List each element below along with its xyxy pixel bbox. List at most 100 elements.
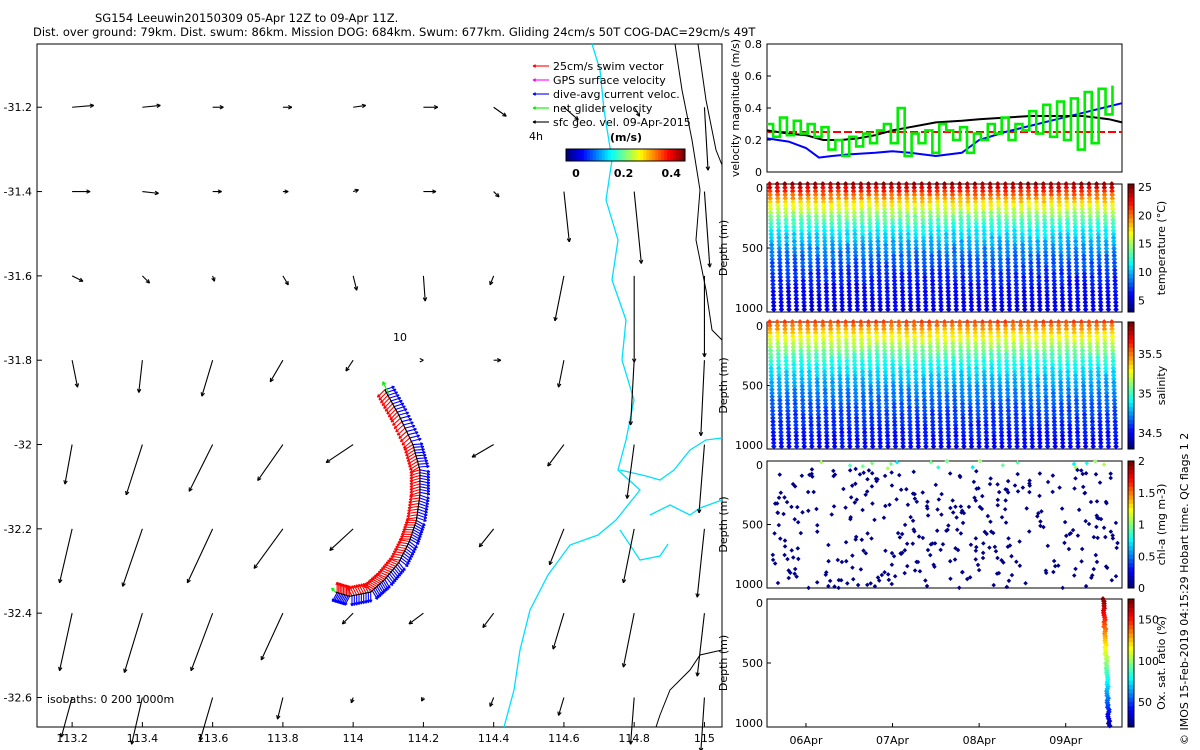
geo-velocity-arrow xyxy=(190,612,214,672)
colorbar-swatch xyxy=(1128,299,1134,304)
geo-velocity-arrow xyxy=(421,697,426,702)
colorbar-frame xyxy=(565,148,686,162)
temperature-marker xyxy=(768,234,775,241)
swim-arrow xyxy=(409,474,421,480)
temperature-marker xyxy=(793,299,800,306)
temperature-marker xyxy=(824,306,830,313)
temperature-marker xyxy=(807,256,813,263)
temperature-profile-markers xyxy=(766,181,1119,313)
temperature-marker xyxy=(821,217,827,223)
temperature-marker xyxy=(785,274,791,281)
temperature-marker xyxy=(784,249,790,255)
dac-arrow xyxy=(414,524,425,531)
dac-arrow xyxy=(390,396,402,402)
geo-velocity-arrow xyxy=(557,697,565,716)
temperature-marker xyxy=(838,267,844,273)
chl-a-axes-box xyxy=(766,460,1123,589)
legend-arrow-1 xyxy=(532,78,549,82)
temperature-marker xyxy=(829,234,836,241)
swim-arrow xyxy=(388,557,400,564)
dac-arrow xyxy=(416,514,428,520)
geo-velocity-arrow xyxy=(621,613,635,668)
swim-arrow xyxy=(403,525,415,529)
colorbar-swatch xyxy=(1128,554,1134,559)
temperature-marker xyxy=(793,288,799,295)
temperature-ytick-label: 0 xyxy=(756,182,763,195)
temperature-marker xyxy=(783,234,790,241)
temperature-marker xyxy=(789,181,796,187)
temperature-marker xyxy=(805,195,811,202)
temperature-marker xyxy=(845,249,851,255)
temperature-marker xyxy=(800,274,806,281)
temperature-marker xyxy=(831,303,838,309)
geo-velocity-arrow xyxy=(123,613,143,673)
temperature-marker xyxy=(823,277,829,284)
colorbar-swatch xyxy=(1128,566,1134,572)
dac-arrow xyxy=(387,575,395,585)
geo-velocity-arrow xyxy=(548,528,565,566)
colorbar-swatch xyxy=(1128,658,1134,664)
temperature-marker xyxy=(844,220,850,227)
swim-arrow xyxy=(402,527,414,532)
temperature-marker xyxy=(766,184,773,191)
colorbar-swatch xyxy=(1128,663,1134,668)
temperature-marker xyxy=(823,292,830,298)
colorbar-swatch xyxy=(1128,427,1134,433)
temperature-marker xyxy=(798,224,805,230)
temperature-marker xyxy=(847,306,853,313)
dac-arrow xyxy=(419,474,431,479)
geo-velocity-arrow xyxy=(136,360,143,393)
temperature-marker xyxy=(828,209,835,216)
temperature-marker xyxy=(814,249,821,255)
figure-title-line1: SG154 Leeuwin20150309 05-Apr 12Z to 09-A… xyxy=(95,11,399,25)
geo-velocity-arrow xyxy=(695,613,705,677)
time-xtick-label: 08Apr xyxy=(963,734,997,747)
colorbar-swatch xyxy=(1128,469,1134,475)
temperature-marker xyxy=(776,252,783,259)
temperature-marker xyxy=(830,281,837,288)
colorbar-swatch xyxy=(1128,338,1134,344)
colorbar-swatch xyxy=(1128,355,1134,361)
dac-arrow xyxy=(406,427,417,432)
salinity-cbar-tick-label: 34.5 xyxy=(1138,427,1163,440)
dac-arrow xyxy=(412,442,424,446)
dac-arrow xyxy=(407,543,417,551)
colorbar-swatch xyxy=(592,149,597,161)
dac-arrow xyxy=(403,552,413,561)
colorbar-swatch xyxy=(631,149,635,161)
temperature-marker xyxy=(830,267,837,273)
colorbar-swatch xyxy=(658,149,662,161)
geo-velocity-arrow xyxy=(478,528,495,548)
temperature-marker xyxy=(850,181,857,187)
swim-arrow xyxy=(391,552,403,557)
temperature-marker xyxy=(829,231,835,238)
geo-velocity-arrow xyxy=(547,444,565,467)
swim-arrow xyxy=(400,534,411,539)
swim-arrow xyxy=(358,583,365,594)
swim-arrow xyxy=(409,494,420,499)
temperature-marker xyxy=(814,231,820,238)
temperature-marker xyxy=(807,260,814,266)
legend-arrow-2 xyxy=(532,92,549,96)
colorbar-swatch xyxy=(1128,205,1134,211)
salinity-cbar-label: salinity xyxy=(1155,365,1168,405)
temperature-marker xyxy=(829,238,836,245)
colorbar-swatch xyxy=(613,149,618,161)
dac-arrow xyxy=(415,522,425,529)
colorbar-swatch xyxy=(1128,477,1134,483)
swim-arrow xyxy=(404,523,415,527)
dac-arrow xyxy=(419,464,430,469)
map-xtick-label: 113.8 xyxy=(267,732,299,745)
velocity-ytick-label: 0.8 xyxy=(745,38,763,51)
geo-velocity-arrow xyxy=(563,191,572,243)
temperature-marker xyxy=(813,227,820,234)
colorbar-swatch xyxy=(1128,486,1134,492)
dac-arrow xyxy=(392,569,400,579)
temperature-marker xyxy=(843,209,850,216)
colorbar-swatch xyxy=(1128,718,1134,724)
temperature-marker xyxy=(838,288,845,295)
colorbar-swatch xyxy=(1128,705,1134,711)
colorbar-swatch xyxy=(1128,201,1134,206)
map-ytick-label: -32.4 xyxy=(4,607,32,620)
temperature-marker xyxy=(835,202,842,209)
